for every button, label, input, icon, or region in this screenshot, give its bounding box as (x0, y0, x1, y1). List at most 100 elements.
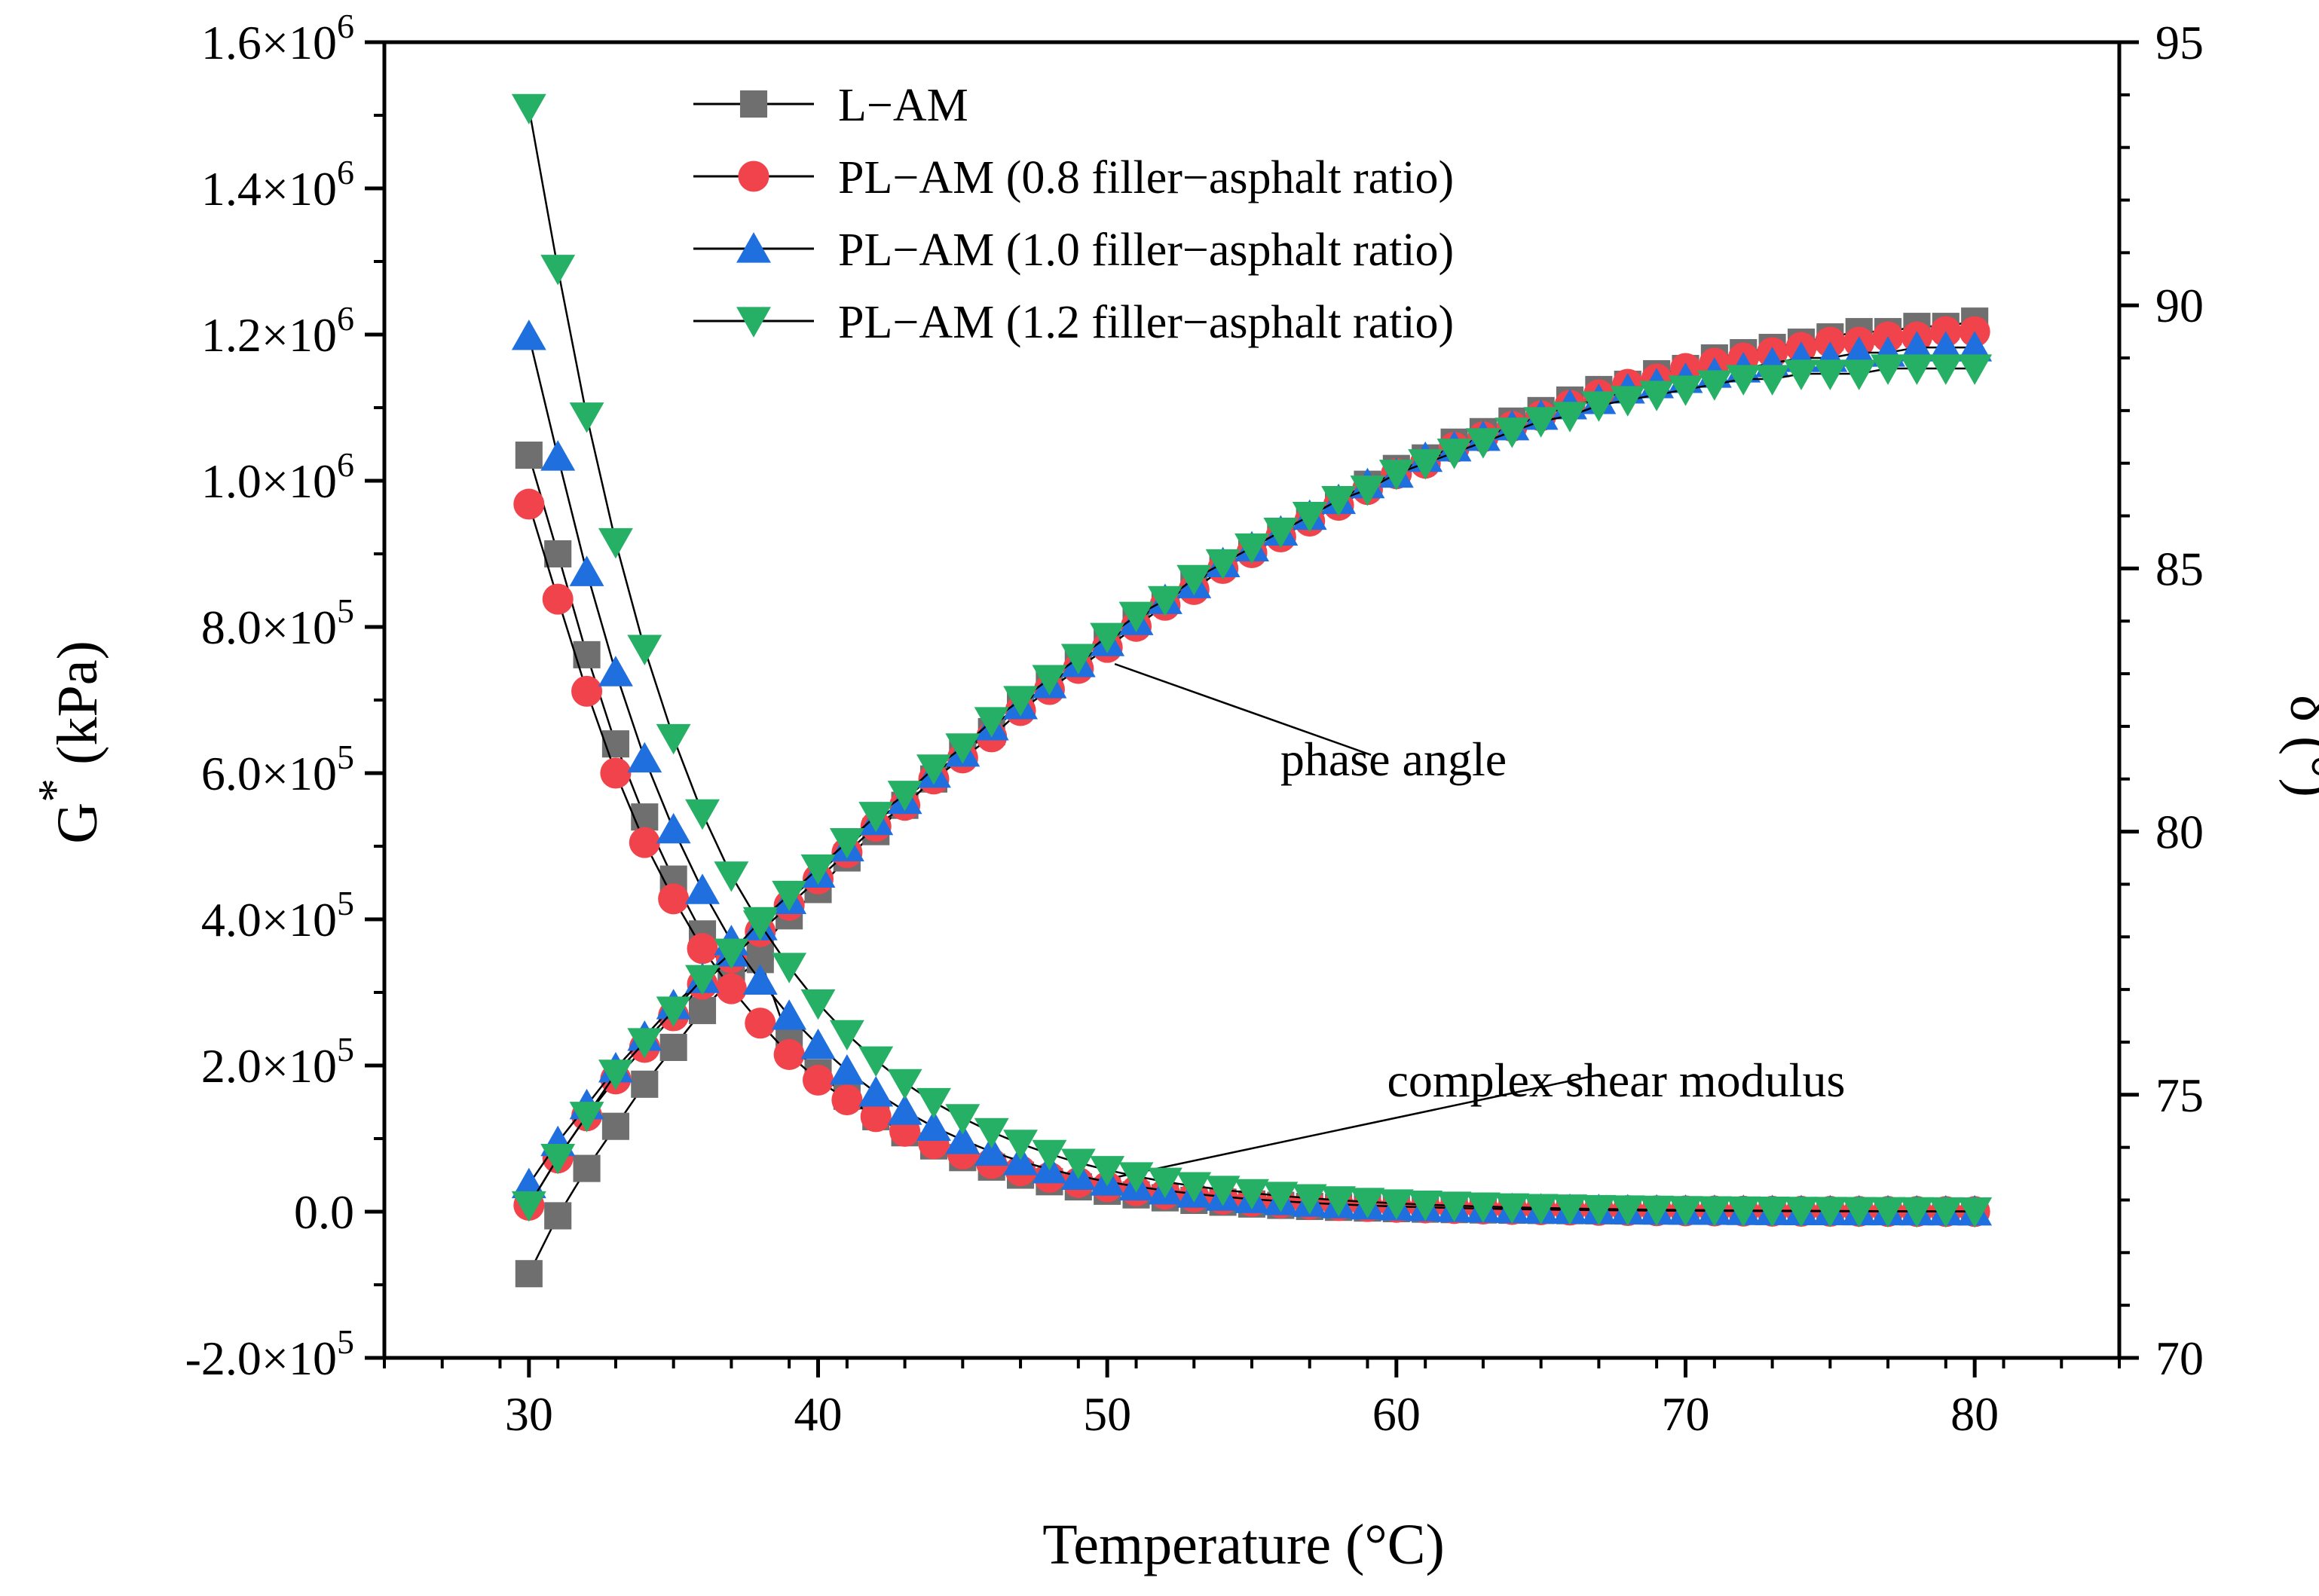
g-star-point (513, 488, 545, 520)
g-star-point (631, 803, 659, 831)
g-star-point (1871, 1197, 1906, 1228)
phase-angle-point (1090, 622, 1125, 654)
annotation-leader-line (1114, 662, 1372, 756)
annotation-label: phase angle (1280, 732, 1507, 786)
legend-label: L−AM (838, 80, 968, 131)
g-star-point (1755, 1197, 1790, 1228)
series-3 (511, 93, 1993, 1228)
g-star-point (945, 1124, 981, 1154)
annotation-leader-line (1114, 1075, 1594, 1179)
g-star-point (1784, 1197, 1819, 1228)
y-left-tick-base: ×10 (262, 16, 337, 69)
g-star-point (1899, 1197, 1935, 1228)
g-star-point (715, 973, 747, 1004)
annotations: phase angle complex shear modulus (1114, 662, 1845, 1179)
phase-angle-point (1553, 402, 1587, 433)
phase-angle-point (1813, 359, 1848, 390)
phase-angle-point (1234, 533, 1269, 564)
y-left-tick-mantissa: 4.0 (201, 893, 262, 946)
y-right-tick-label: 70 (2155, 1332, 2204, 1385)
g-star-point (511, 320, 546, 350)
g-star-point (945, 1104, 981, 1135)
g-star-point (1176, 1172, 1212, 1203)
y-left-tick-base: ×10 (262, 1039, 337, 1093)
g-star-point (802, 1064, 834, 1096)
g-star-point (1813, 1197, 1848, 1228)
y-left-tick-base: ×10 (262, 601, 337, 654)
g-star-point (1032, 1139, 1067, 1171)
y-right-tick-label: 85 (2155, 542, 2204, 595)
g-star-point (1205, 1176, 1241, 1206)
phase-angle-point (1003, 686, 1039, 717)
x-tick-label: 70 (1662, 1387, 1710, 1441)
g-star-point (860, 1101, 892, 1133)
x-tick-label: 60 (1372, 1387, 1421, 1441)
legend-label: PL−AM (1.0 filler−asphalt ratio) (838, 225, 1454, 276)
g-star-point (1639, 1195, 1675, 1227)
g-star-point (1378, 1189, 1414, 1220)
phase-angle-point (1928, 354, 1963, 385)
phase-angle-point (1928, 331, 1963, 362)
g-star-point (858, 1046, 894, 1078)
g-star-point (1841, 1197, 1877, 1228)
y-left-tick-exponent: 6 (337, 153, 354, 191)
y-left-tick-label: 8.0×105 (201, 592, 354, 654)
g-star-point (1957, 1197, 1993, 1228)
y-left-tick-mantissa: 1.4 (201, 162, 262, 216)
phase-angle-point (685, 965, 720, 996)
phase-angle-point (1696, 370, 1732, 401)
phase-angle-point (1957, 354, 1993, 385)
g-star-point (829, 1053, 864, 1085)
y-left-tick-exponent: 6 (337, 7, 354, 45)
phase-angle-point (1871, 354, 1906, 385)
phase-angle-point (1321, 486, 1357, 517)
g-star-point (1090, 1156, 1125, 1187)
y-left-tick-exponent: 5 (337, 738, 354, 776)
y-left-tick-mantissa: 6.0 (201, 747, 262, 800)
g-star-point (1321, 1186, 1357, 1217)
y-left-axis-title-sup: * (28, 778, 81, 803)
g-star-point (627, 741, 662, 773)
g-star-point (1581, 1194, 1617, 1226)
y-right-tick-label: 75 (2155, 1069, 2204, 1122)
g-star-point (627, 634, 662, 665)
legend-swatch-marker (738, 161, 769, 192)
phase-angle-point (1784, 359, 1819, 390)
g-star-point (511, 93, 546, 125)
g-star-point (1696, 1196, 1732, 1227)
g-star-point (544, 540, 572, 568)
g-star-point (540, 440, 576, 471)
g-star-point (1234, 1179, 1269, 1210)
g-star-point (773, 1038, 805, 1070)
phase-angle-point (659, 1033, 687, 1061)
legend-item: L−AM (693, 80, 968, 131)
phase-angle-point (573, 1154, 601, 1182)
g-star-point (685, 873, 720, 904)
phase-angle-point (1378, 460, 1414, 491)
g-star-point (1350, 1188, 1385, 1218)
y-left-tick-base: ×10 (262, 454, 337, 508)
legend-label: PL−AM (1.2 filler−asphalt ratio) (838, 297, 1454, 348)
g-star-point (687, 933, 718, 965)
svg-text:G*(kPa): G* (kPa) (28, 641, 109, 844)
y-left-tick-exponent: 5 (337, 1030, 354, 1069)
phase-angle-point (1292, 501, 1327, 533)
g-star-point (656, 723, 691, 755)
g-star-point (800, 1028, 836, 1059)
phase-angle-point (1668, 375, 1703, 406)
y-left-tick-label: 1.6×106 (201, 7, 354, 69)
x-tick-label: 80 (1950, 1387, 1999, 1441)
y-left-tick-exponent: 5 (337, 1322, 354, 1361)
phase-angle-point (540, 1144, 576, 1175)
g-star-point (685, 799, 720, 830)
g-star-point (772, 999, 807, 1030)
phase-angle-point (1060, 644, 1096, 674)
phase-angle-point (1841, 336, 1877, 367)
y-left-tick-base: ×10 (262, 162, 337, 216)
phase-angle-point (974, 707, 1009, 738)
y-left-tick-label: 2.0×105 (201, 1030, 354, 1093)
y-left-tick-exponent: 6 (337, 299, 354, 338)
annotation-label: complex shear modulus (1387, 1053, 1845, 1107)
phase-angle-point (627, 1028, 662, 1059)
y-left-axis-title-base: G (46, 803, 109, 844)
